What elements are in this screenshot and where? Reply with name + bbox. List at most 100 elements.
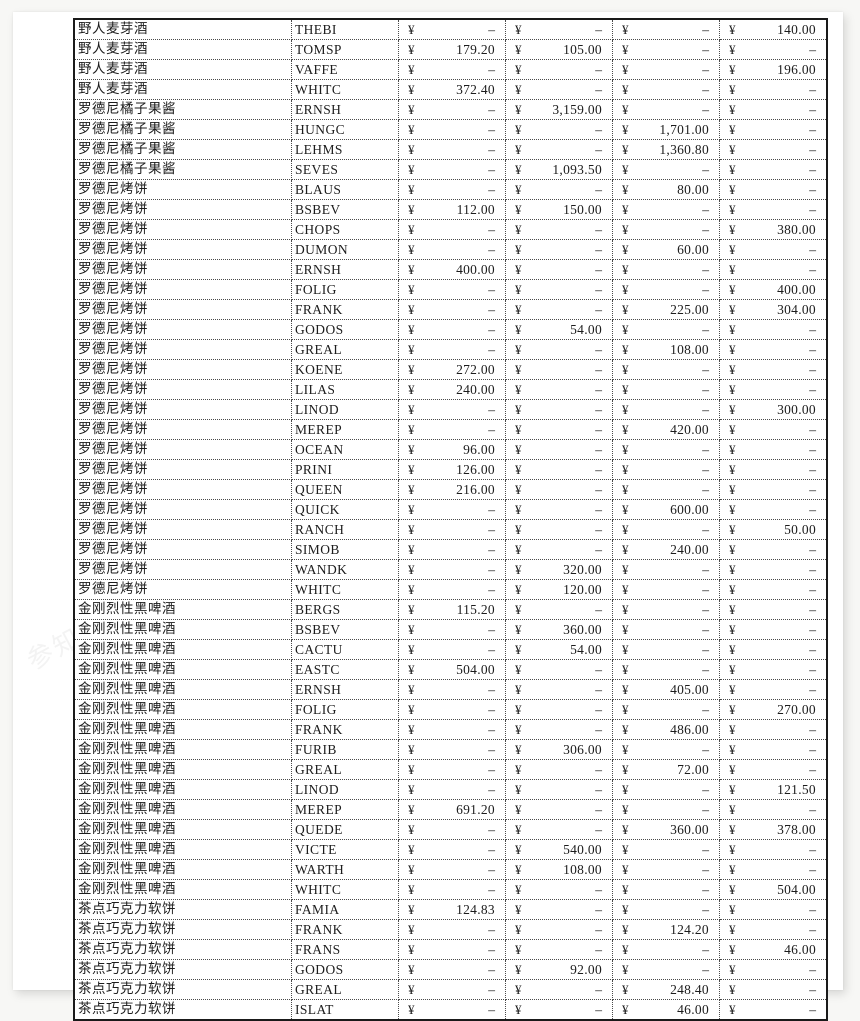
cell-amount-q4[interactable]: ¥ – <box>719 499 827 520</box>
cell-amount-q3[interactable]: ¥ – <box>612 319 720 340</box>
cell-amount-q2[interactable]: ¥320.00 <box>505 559 613 580</box>
cell-customer-code[interactable]: GREAL <box>291 979 399 1000</box>
cell-amount-q4[interactable]: ¥ – <box>719 79 827 100</box>
table-row[interactable]: 罗德尼烤饼 LILAS ¥240.00 ¥ – ¥ – ¥ – <box>74 379 827 400</box>
cell-customer-code[interactable]: CACTU <box>291 639 399 660</box>
cell-amount-q1[interactable]: ¥ – <box>398 119 506 140</box>
cell-amount-q4[interactable]: ¥ – <box>719 839 827 860</box>
cell-product-name[interactable]: 罗德尼烤饼 <box>74 539 292 560</box>
cell-product-name[interactable]: 罗德尼烤饼 <box>74 219 292 240</box>
cell-amount-q4[interactable]: ¥ – <box>719 739 827 760</box>
cell-amount-q2[interactable]: ¥ – <box>505 679 613 700</box>
cell-product-name[interactable]: 罗德尼烤饼 <box>74 259 292 280</box>
cell-product-name[interactable]: 野人麦芽酒 <box>74 59 292 80</box>
cell-amount-q3[interactable]: ¥360.00 <box>612 819 720 840</box>
cell-customer-code[interactable]: BERGS <box>291 599 399 620</box>
cell-product-name[interactable]: 罗德尼烤饼 <box>74 419 292 440</box>
cell-amount-q4[interactable]: ¥ – <box>719 139 827 160</box>
cell-customer-code[interactable]: CHOPS <box>291 219 399 240</box>
cell-amount-q2[interactable]: ¥ – <box>505 779 613 800</box>
cell-amount-q1[interactable]: ¥179.20 <box>398 39 506 60</box>
cell-product-name[interactable]: 罗德尼烤饼 <box>74 559 292 580</box>
table-row[interactable]: 金刚烈性黑啤酒 FURIB ¥ – ¥306.00 ¥ – ¥ – <box>74 739 827 760</box>
cell-product-name[interactable]: 罗德尼橘子果酱 <box>74 159 292 180</box>
cell-amount-q2[interactable]: ¥306.00 <box>505 739 613 760</box>
cell-customer-code[interactable]: GREAL <box>291 339 399 360</box>
cell-customer-code[interactable]: LINOD <box>291 399 399 420</box>
cell-amount-q3[interactable]: ¥ – <box>612 359 720 380</box>
cell-customer-code[interactable]: GODOS <box>291 959 399 980</box>
cell-amount-q2[interactable]: ¥ – <box>505 19 613 40</box>
cell-amount-q3[interactable]: ¥ – <box>612 439 720 460</box>
cell-amount-q1[interactable]: ¥504.00 <box>398 659 506 680</box>
cell-amount-q2[interactable]: ¥ – <box>505 599 613 620</box>
cell-amount-q4[interactable]: ¥ – <box>719 119 827 140</box>
cell-product-name[interactable]: 罗德尼烤饼 <box>74 359 292 380</box>
cell-amount-q3[interactable]: ¥ – <box>612 39 720 60</box>
cell-amount-q4[interactable]: ¥ – <box>719 619 827 640</box>
cell-amount-q1[interactable]: ¥ – <box>398 579 506 600</box>
cell-amount-q3[interactable]: ¥ – <box>612 599 720 620</box>
cell-amount-q1[interactable]: ¥ – <box>398 279 506 300</box>
cell-amount-q3[interactable]: ¥ – <box>612 839 720 860</box>
cell-amount-q3[interactable]: ¥108.00 <box>612 339 720 360</box>
cell-amount-q4[interactable]: ¥ – <box>719 99 827 120</box>
cell-amount-q4[interactable]: ¥ – <box>719 599 827 620</box>
cell-amount-q4[interactable]: ¥400.00 <box>719 279 827 300</box>
table-row[interactable]: 罗德尼橘子果酱 LEHMS ¥ – ¥ – ¥1,360.80 ¥ – <box>74 139 827 160</box>
cell-amount-q1[interactable]: ¥ – <box>398 779 506 800</box>
cell-product-name[interactable]: 罗德尼烤饼 <box>74 399 292 420</box>
cell-amount-q2[interactable]: ¥ – <box>505 179 613 200</box>
cell-product-name[interactable]: 金刚烈性黑啤酒 <box>74 599 292 620</box>
cell-amount-q3[interactable]: ¥1,701.00 <box>612 119 720 140</box>
cell-customer-code[interactable]: FOLIG <box>291 279 399 300</box>
cell-amount-q2[interactable]: ¥ – <box>505 819 613 840</box>
table-row[interactable]: 罗德尼烤饼 DUMON ¥ – ¥ – ¥60.00 ¥ – <box>74 239 827 260</box>
cell-amount-q4[interactable]: ¥ – <box>719 639 827 660</box>
cell-customer-code[interactable]: PRINI <box>291 459 399 480</box>
cell-amount-q1[interactable]: ¥ – <box>398 319 506 340</box>
cell-amount-q2[interactable]: ¥ – <box>505 799 613 820</box>
cell-amount-q3[interactable]: ¥ – <box>612 379 720 400</box>
cell-amount-q2[interactable]: ¥ – <box>505 699 613 720</box>
cell-amount-q1[interactable]: ¥ – <box>398 179 506 200</box>
cell-amount-q2[interactable]: ¥ – <box>505 939 613 960</box>
cell-amount-q1[interactable]: ¥ – <box>398 939 506 960</box>
cell-product-name[interactable]: 罗德尼烤饼 <box>74 279 292 300</box>
cell-customer-code[interactable]: MEREP <box>291 419 399 440</box>
table-row[interactable]: 金刚烈性黑啤酒 VICTE ¥ – ¥540.00 ¥ – ¥ – <box>74 839 827 860</box>
table-row[interactable]: 野人麦芽酒 VAFFE ¥ – ¥ – ¥ – ¥196.00 <box>74 59 827 80</box>
cell-amount-q3[interactable]: ¥ – <box>612 159 720 180</box>
table-row[interactable]: 金刚烈性黑啤酒 BERGS ¥115.20 ¥ – ¥ – ¥ – <box>74 599 827 620</box>
cell-amount-q4[interactable]: ¥270.00 <box>719 699 827 720</box>
cell-amount-q3[interactable]: ¥ – <box>612 899 720 920</box>
cell-product-name[interactable]: 罗德尼烤饼 <box>74 239 292 260</box>
cell-amount-q1[interactable]: ¥272.00 <box>398 359 506 380</box>
cell-amount-q2[interactable]: ¥ – <box>505 139 613 160</box>
cell-amount-q1[interactable]: ¥ – <box>398 619 506 640</box>
cell-amount-q1[interactable]: ¥ – <box>398 719 506 740</box>
cell-amount-q1[interactable]: ¥ – <box>398 19 506 40</box>
cell-customer-code[interactable]: FAMIA <box>291 899 399 920</box>
cell-amount-q3[interactable]: ¥80.00 <box>612 179 720 200</box>
table-row[interactable]: 金刚烈性黑啤酒 FOLIG ¥ – ¥ – ¥ – ¥270.00 <box>74 699 827 720</box>
table-row[interactable]: 罗德尼烤饼 RANCH ¥ – ¥ – ¥ – ¥50.00 <box>74 519 827 540</box>
cell-amount-q1[interactable]: ¥ – <box>398 879 506 900</box>
cell-customer-code[interactable]: SEVES <box>291 159 399 180</box>
cell-product-name[interactable]: 茶点巧克力软饼 <box>74 919 292 940</box>
cell-product-name[interactable]: 金刚烈性黑啤酒 <box>74 759 292 780</box>
table-row[interactable]: 罗德尼烤饼 MEREP ¥ – ¥ – ¥420.00 ¥ – <box>74 419 827 440</box>
cell-product-name[interactable]: 罗德尼橘子果酱 <box>74 119 292 140</box>
cell-amount-q2[interactable]: ¥ – <box>505 719 613 740</box>
cell-amount-q2[interactable]: ¥ – <box>505 439 613 460</box>
cell-customer-code[interactable]: WHITC <box>291 879 399 900</box>
cell-amount-q2[interactable]: ¥ – <box>505 899 613 920</box>
cell-product-name[interactable]: 金刚烈性黑啤酒 <box>74 699 292 720</box>
cell-customer-code[interactable]: BSBEV <box>291 199 399 220</box>
cell-amount-q1[interactable]: ¥96.00 <box>398 439 506 460</box>
cell-amount-q1[interactable]: ¥112.00 <box>398 199 506 220</box>
cell-amount-q3[interactable]: ¥240.00 <box>612 539 720 560</box>
cell-amount-q2[interactable]: ¥150.00 <box>505 199 613 220</box>
cell-amount-q2[interactable]: ¥ – <box>505 79 613 100</box>
cell-amount-q2[interactable]: ¥ – <box>505 759 613 780</box>
